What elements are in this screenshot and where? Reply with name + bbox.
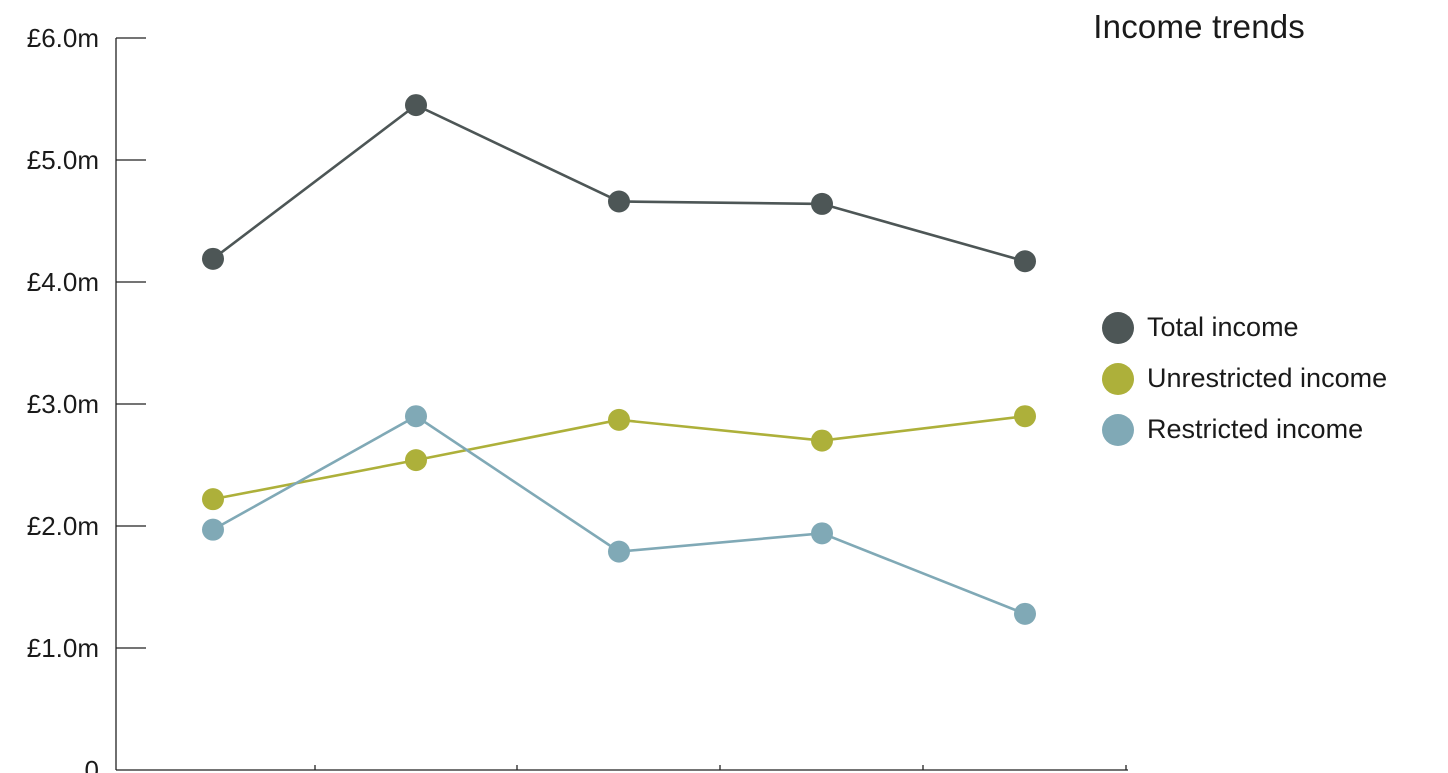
data-point-unrestricted-income — [608, 408, 630, 431]
data-point-unrestricted-income — [202, 488, 224, 511]
series-line-restricted-income — [212, 414, 1026, 616]
legend-swatch-total-income — [1102, 311, 1134, 344]
data-point-restricted-income — [202, 518, 224, 541]
y-tick-label: £1.0m — [27, 633, 99, 663]
legend-label-total-income: Total income — [1147, 312, 1299, 342]
y-tick-label: £3.0m — [27, 389, 99, 419]
legend-swatch-unrestricted-income — [1102, 362, 1134, 395]
data-point-restricted-income — [1014, 602, 1036, 625]
data-point-unrestricted-income — [811, 429, 833, 452]
y-tick-label: £5.0m — [27, 145, 99, 175]
legend-item-restricted-income: Restricted income — [1102, 404, 1387, 455]
data-point-restricted-income — [811, 522, 833, 545]
y-tick-label: £6.0m — [27, 23, 99, 53]
chart-axes: 0 £1.0m £2.0m £3.0m £4.0m £5.0m £6.0m — [27, 23, 1128, 773]
data-point-total-income — [202, 247, 224, 270]
y-tick-label: £2.0m — [27, 511, 99, 541]
y-tick-label: 0 — [85, 755, 99, 773]
data-point-total-income — [811, 192, 833, 215]
data-point-total-income — [1014, 250, 1036, 273]
legend-item-unrestricted-income: Unrestricted income — [1102, 353, 1387, 404]
series-lines — [212, 103, 1026, 616]
chart-title: Income trends — [1093, 8, 1305, 45]
legend-label-restricted-income: Restricted income — [1147, 414, 1364, 444]
data-point-unrestricted-income — [1014, 405, 1036, 428]
legend-label-unrestricted-income: Unrestricted income — [1147, 363, 1388, 393]
data-point-total-income — [405, 94, 427, 117]
data-point-total-income — [608, 190, 630, 213]
data-point-restricted-income — [405, 405, 427, 428]
data-point-unrestricted-income — [405, 449, 427, 472]
legend-swatch-restricted-income — [1102, 413, 1134, 446]
y-tick-label: £4.0m — [27, 267, 99, 297]
data-point-restricted-income — [608, 540, 630, 563]
series-points — [202, 94, 1036, 625]
legend-item-total-income: Total income — [1102, 302, 1387, 353]
chart-legend: Total income Unrestricted income Restric… — [1102, 302, 1387, 455]
series-line-total-income — [212, 103, 1026, 263]
